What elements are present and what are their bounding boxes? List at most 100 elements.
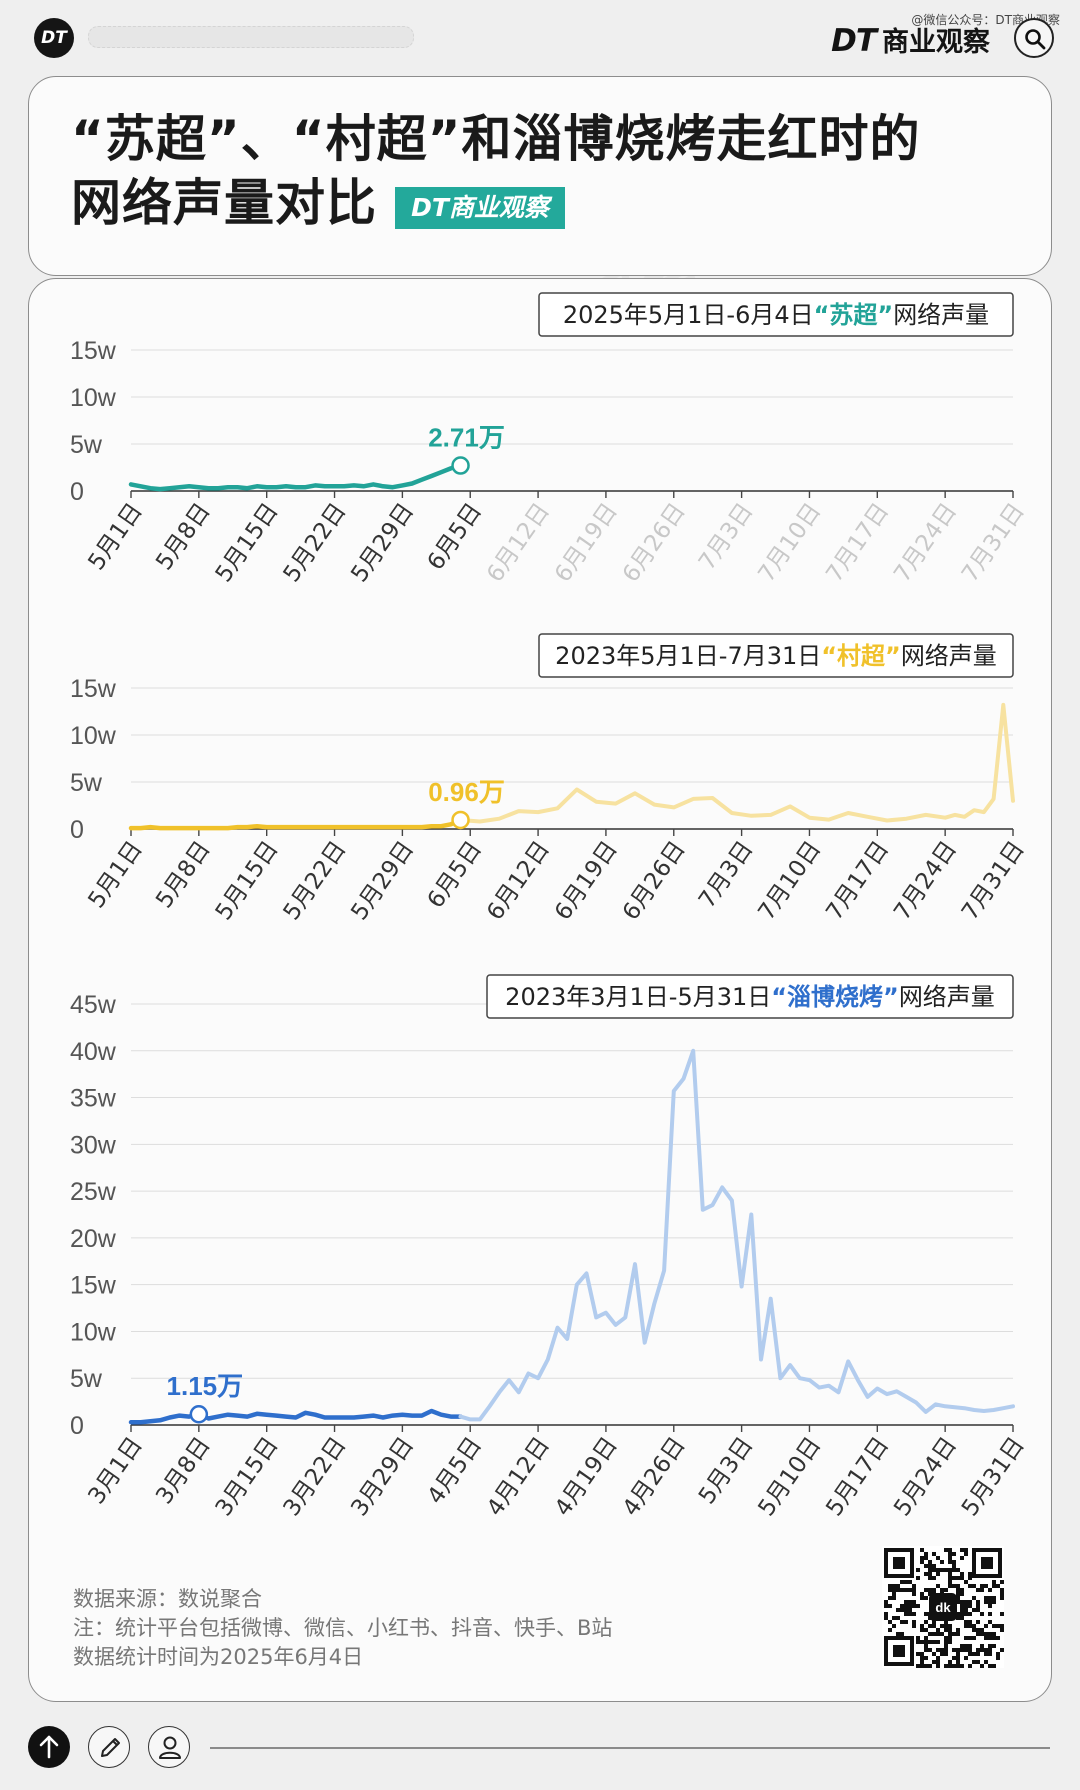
qr-module	[964, 1620, 968, 1624]
qr-module	[936, 1656, 940, 1660]
profile-button[interactable]	[148, 1726, 190, 1768]
qr-module	[988, 1636, 992, 1640]
legend-suffix: 网络声量	[893, 301, 989, 329]
qr-module	[996, 1636, 1000, 1640]
qr-module	[924, 1564, 928, 1568]
x-tick-label: 5月24日	[889, 1433, 962, 1522]
qr-module	[1000, 1588, 1004, 1592]
qr-module	[912, 1612, 916, 1616]
qr-module	[916, 1652, 920, 1656]
y-tick-label: 15w	[70, 675, 117, 703]
qr-module	[944, 1624, 948, 1628]
qr-module	[980, 1588, 984, 1592]
qr-module	[944, 1664, 948, 1668]
qr-module	[964, 1604, 968, 1608]
back-to-top-button[interactable]	[28, 1726, 70, 1768]
qr-module	[924, 1620, 928, 1624]
annotation-label: 2.71万	[428, 423, 505, 453]
qr-module	[960, 1616, 964, 1620]
qr-module	[972, 1596, 976, 1600]
bottom-toolbar	[0, 1716, 1080, 1790]
qr-module	[896, 1632, 900, 1636]
qr-module	[944, 1636, 948, 1640]
x-tick-label: 3月29日	[346, 1433, 419, 1522]
qr-module	[956, 1584, 960, 1588]
qr-module	[924, 1656, 928, 1660]
qr-module	[968, 1624, 972, 1628]
qr-module	[944, 1628, 948, 1632]
legend-text: 2025年5月1日-6月4日“苏超”网络声量	[563, 301, 989, 329]
qr-module	[936, 1660, 940, 1664]
qr-module	[932, 1624, 936, 1628]
qr-module	[900, 1608, 904, 1612]
x-tick-label: 5月17日	[821, 1433, 894, 1522]
x-tick-label: 6月12日	[482, 499, 555, 588]
x-tick-label: 5月10日	[754, 1433, 827, 1522]
top-search-bar[interactable]	[88, 26, 414, 48]
qr-module	[912, 1584, 916, 1588]
qr-module	[908, 1604, 912, 1608]
qr-module	[968, 1648, 972, 1652]
qr-module	[904, 1612, 908, 1616]
qr-module	[980, 1648, 984, 1652]
search-button[interactable]	[1014, 18, 1054, 58]
qr-module	[940, 1624, 944, 1628]
qr-module	[964, 1552, 968, 1556]
qr-module	[940, 1648, 944, 1652]
qr-module	[888, 1604, 892, 1608]
title-line-1: “苏超”、“村超”和淄博烧烤走红时的	[71, 110, 921, 168]
qr-module	[960, 1548, 964, 1552]
qr-module	[988, 1604, 992, 1608]
qr-module	[980, 1628, 984, 1632]
qr-module	[960, 1572, 964, 1576]
qr-module	[996, 1656, 1000, 1660]
brand-logo: DT 商业观察	[831, 20, 990, 59]
qr-module	[964, 1608, 968, 1612]
x-tick-label: 5月22日	[279, 499, 352, 588]
qr-module	[900, 1580, 904, 1584]
qr-module	[984, 1660, 988, 1664]
qr-code[interactable]: dk	[882, 1546, 1004, 1668]
qr-module	[944, 1640, 948, 1644]
qr-module	[952, 1656, 956, 1660]
qr-module	[948, 1580, 952, 1584]
x-tick-label: 4月19日	[550, 1433, 623, 1522]
dt-logo[interactable]: DT	[34, 18, 74, 58]
qr-module	[972, 1660, 976, 1664]
qr-module	[992, 1644, 996, 1648]
x-tick-label: 5月15日	[211, 837, 284, 926]
edit-button[interactable]	[88, 1726, 130, 1768]
qr-module	[920, 1548, 924, 1552]
qr-module	[920, 1560, 924, 1564]
x-tick-label: 6月19日	[550, 499, 623, 588]
x-tick-label: 7月10日	[754, 499, 827, 588]
qr-module	[884, 1600, 888, 1604]
qr-module	[1000, 1624, 1004, 1628]
series-line-faded	[458, 1048, 1015, 1422]
qr-module	[928, 1568, 932, 1572]
qr-module	[936, 1648, 940, 1652]
qr-module	[996, 1624, 1000, 1628]
qr-module	[960, 1664, 964, 1668]
qr-module	[956, 1652, 960, 1656]
qr-module	[948, 1560, 952, 1564]
qr-module	[916, 1636, 920, 1640]
qr-module	[964, 1548, 968, 1552]
annotation-marker	[189, 1404, 209, 1424]
series-line-highlight	[128, 463, 463, 492]
qr-module	[988, 1648, 992, 1652]
qr-module	[944, 1644, 948, 1648]
qr-module	[920, 1592, 924, 1596]
x-tick-label: 5月8日	[151, 499, 215, 576]
qr-module	[924, 1572, 928, 1576]
y-tick-label: 5w	[70, 431, 103, 459]
qr-module	[980, 1612, 984, 1616]
qr-module	[936, 1664, 940, 1668]
y-tick-label: 45w	[70, 991, 117, 1019]
x-tick-label: 3月1日	[83, 1433, 147, 1510]
x-tick-label: 3月8日	[151, 1433, 215, 1510]
divider	[210, 1747, 1050, 1749]
qr-module	[968, 1572, 972, 1576]
qr-module	[904, 1604, 908, 1608]
